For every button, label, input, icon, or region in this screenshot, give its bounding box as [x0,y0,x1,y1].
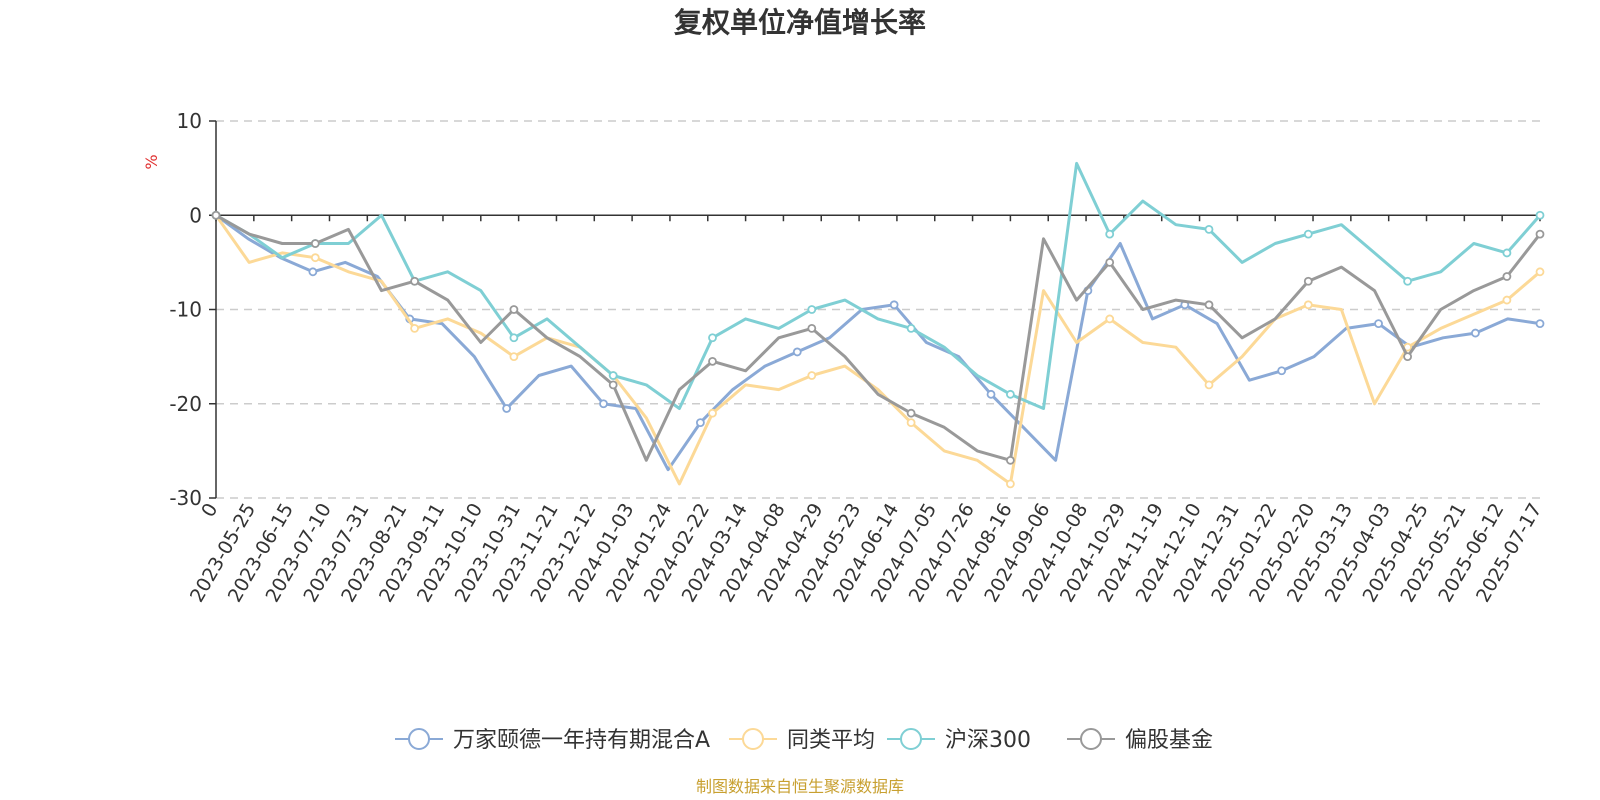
y-tick-label: 10 [177,109,202,133]
data-point [1502,295,1512,305]
data-point [1535,267,1545,277]
data-point [509,333,519,343]
data-point [509,305,519,314]
data-point [1535,210,1545,220]
data-point [1277,366,1287,376]
legend-label: 沪深300 [945,728,1031,753]
legend-marker [1080,728,1102,750]
legend-label: 同类平均 [787,728,875,753]
data-point [1006,455,1015,465]
data-point [708,333,717,343]
series-1 [211,210,1545,489]
chart-title: 复权单位净值增长率 [674,6,926,39]
legend-label: 偏股基金 [1125,728,1213,753]
data-point [986,389,996,399]
data-point [1471,328,1480,338]
data-point [1303,300,1313,310]
data-point [695,418,705,428]
data-point [1105,229,1115,239]
data-point [608,371,618,380]
data-point [211,210,221,220]
y-tick-label: -10 [169,298,202,322]
data-point [906,323,916,333]
data-point [807,371,817,380]
data-point [502,404,512,413]
legend-item-2[interactable]: 沪深300 [887,728,1031,753]
data-point [599,399,608,409]
data-point [1502,272,1512,281]
data-point [1502,248,1512,258]
data-point [1403,276,1412,286]
y-tick-label: -30 [169,486,202,510]
data-point [1006,389,1015,399]
y-tick-label: -20 [169,392,202,416]
series-layer [211,161,1545,489]
legend[interactable]: 万家颐德一年持有期混合A 同类平均 沪深300 偏股基金 [395,728,1213,753]
series-2 [211,161,1545,410]
x-tick-label: 0 [197,500,222,521]
data-point [310,253,320,263]
series-line [215,161,1542,410]
legend-marker [900,728,922,750]
data-point [906,408,916,418]
series-line [215,214,1541,472]
data-point [889,300,899,310]
data-point [708,356,717,366]
data-point [608,380,618,390]
data-point [1204,380,1214,390]
data-point [1535,319,1545,329]
data-point [807,305,817,314]
data-point [410,276,420,286]
data-point [308,267,318,277]
data-point [1303,276,1313,286]
data-point [708,408,717,418]
data-point [1105,314,1115,324]
data-point [1303,229,1313,239]
legend-marker [408,728,430,750]
legend-marker [742,728,764,750]
series-3 [211,210,1545,465]
data-point [1535,229,1545,239]
series-0 [211,210,1545,472]
grid-layer [216,120,1540,499]
legend-item-0[interactable]: 万家颐德一年持有期混合A [395,728,710,753]
data-point [1374,319,1383,329]
data-point [906,418,916,428]
data-point [1204,224,1214,234]
data-point [1403,352,1412,362]
data-point [410,323,420,333]
series-line [215,213,1542,462]
data-point [792,347,802,357]
data-point [1204,300,1214,310]
series-line [214,214,1541,486]
legend-label: 万家颐德一年持有期混合A [453,728,710,753]
data-point [1006,479,1015,489]
legend-item-1[interactable]: 同类平均 [729,728,875,753]
data-point [807,323,817,333]
data-point [310,239,320,248]
y-tick-label: 0 [189,203,202,227]
data-source-note: 制图数据来自恒生聚源数据库 [696,777,904,796]
data-point [1105,257,1115,267]
data-point [509,352,519,362]
legend-item-3[interactable]: 偏股基金 [1067,728,1213,753]
y-axis-label: % [142,154,161,169]
axis-layer: 100-10-20-3002023-05-252023-06-152023-07… [169,109,1546,606]
